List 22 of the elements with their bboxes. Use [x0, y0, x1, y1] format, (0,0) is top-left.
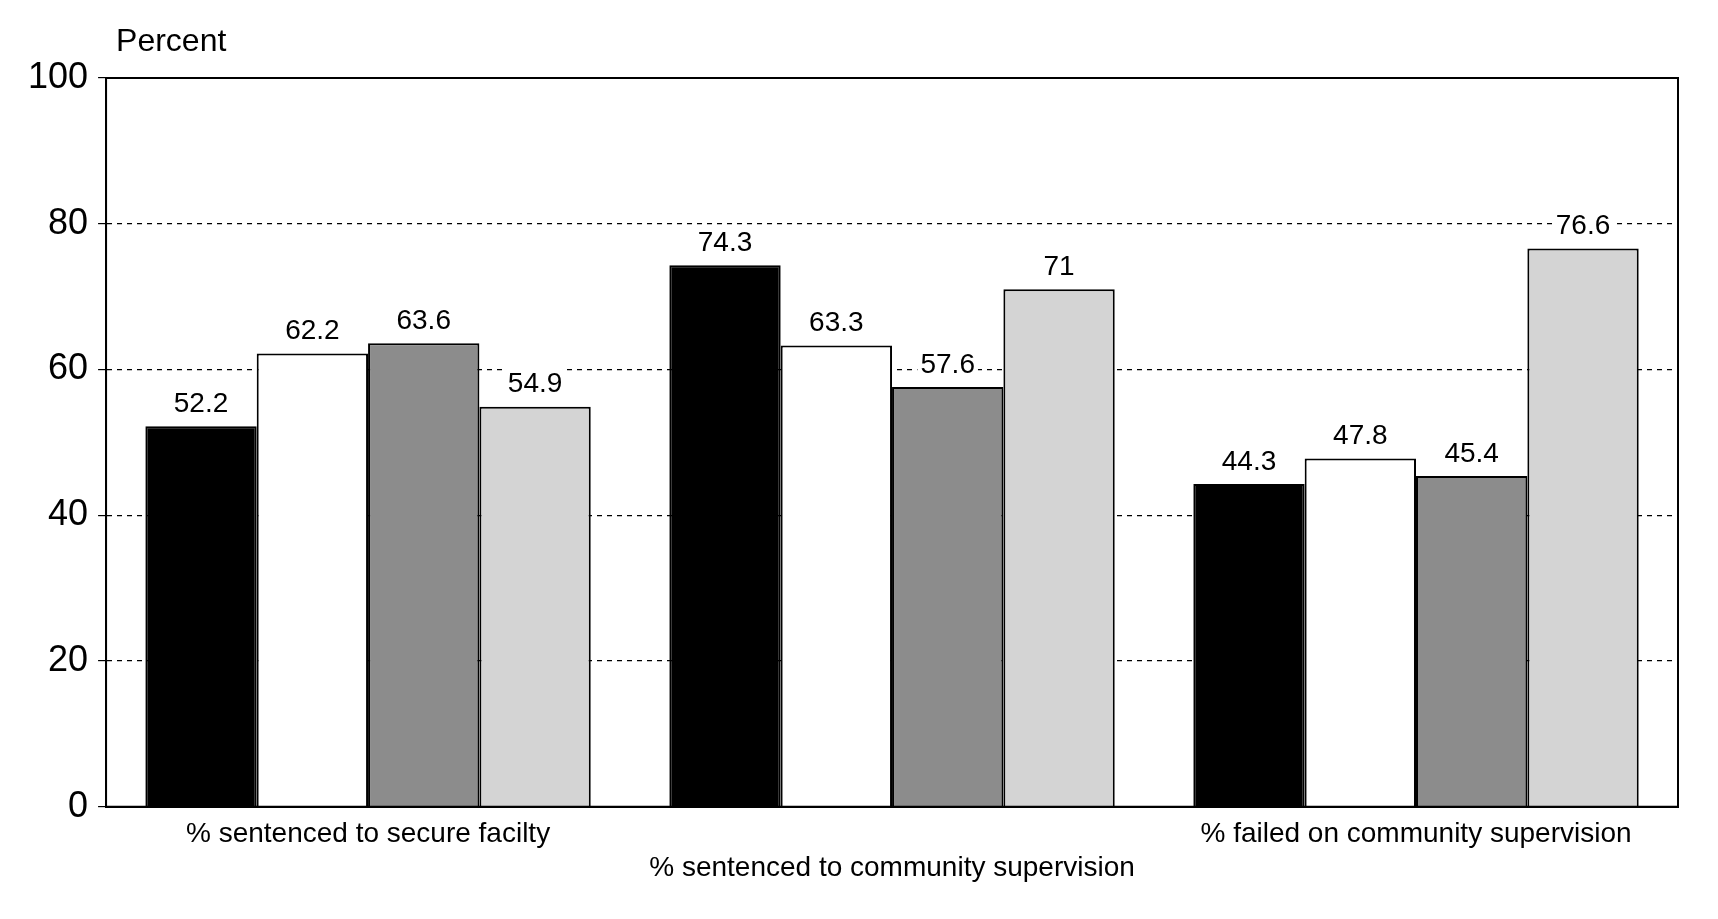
y-tick-label: 0 — [68, 783, 89, 825]
data-label: 54.9 — [507, 367, 563, 399]
y-axis-title: Percent — [116, 21, 227, 58]
data-label: 57.6 — [920, 347, 975, 379]
x-tick-label: % sentenced to community supervision — [649, 850, 1135, 882]
data-label: 71 — [1043, 250, 1075, 282]
y-tick-label: 40 — [48, 492, 89, 534]
x-tick-label: % failed on community supervision — [1200, 817, 1632, 849]
data-label: 74.3 — [697, 226, 753, 258]
y-tick-label: 80 — [48, 200, 89, 242]
data-label: 63.6 — [396, 304, 451, 335]
data-label: 62.2 — [285, 314, 340, 346]
y-tick-label: 20 — [48, 637, 89, 679]
data-label: 45.4 — [1444, 436, 1499, 468]
y-tick-label: 60 — [48, 346, 89, 388]
y-tick-label: 100 — [27, 54, 89, 96]
x-tick-label: % sentenced to secure facilty — [185, 817, 551, 849]
data-label: 44.3 — [1221, 444, 1277, 476]
data-label: 47.8 — [1333, 419, 1388, 451]
data-label: 76.6 — [1555, 209, 1611, 241]
data-label: 52.2 — [173, 387, 229, 419]
data-label: 63.3 — [809, 306, 864, 338]
